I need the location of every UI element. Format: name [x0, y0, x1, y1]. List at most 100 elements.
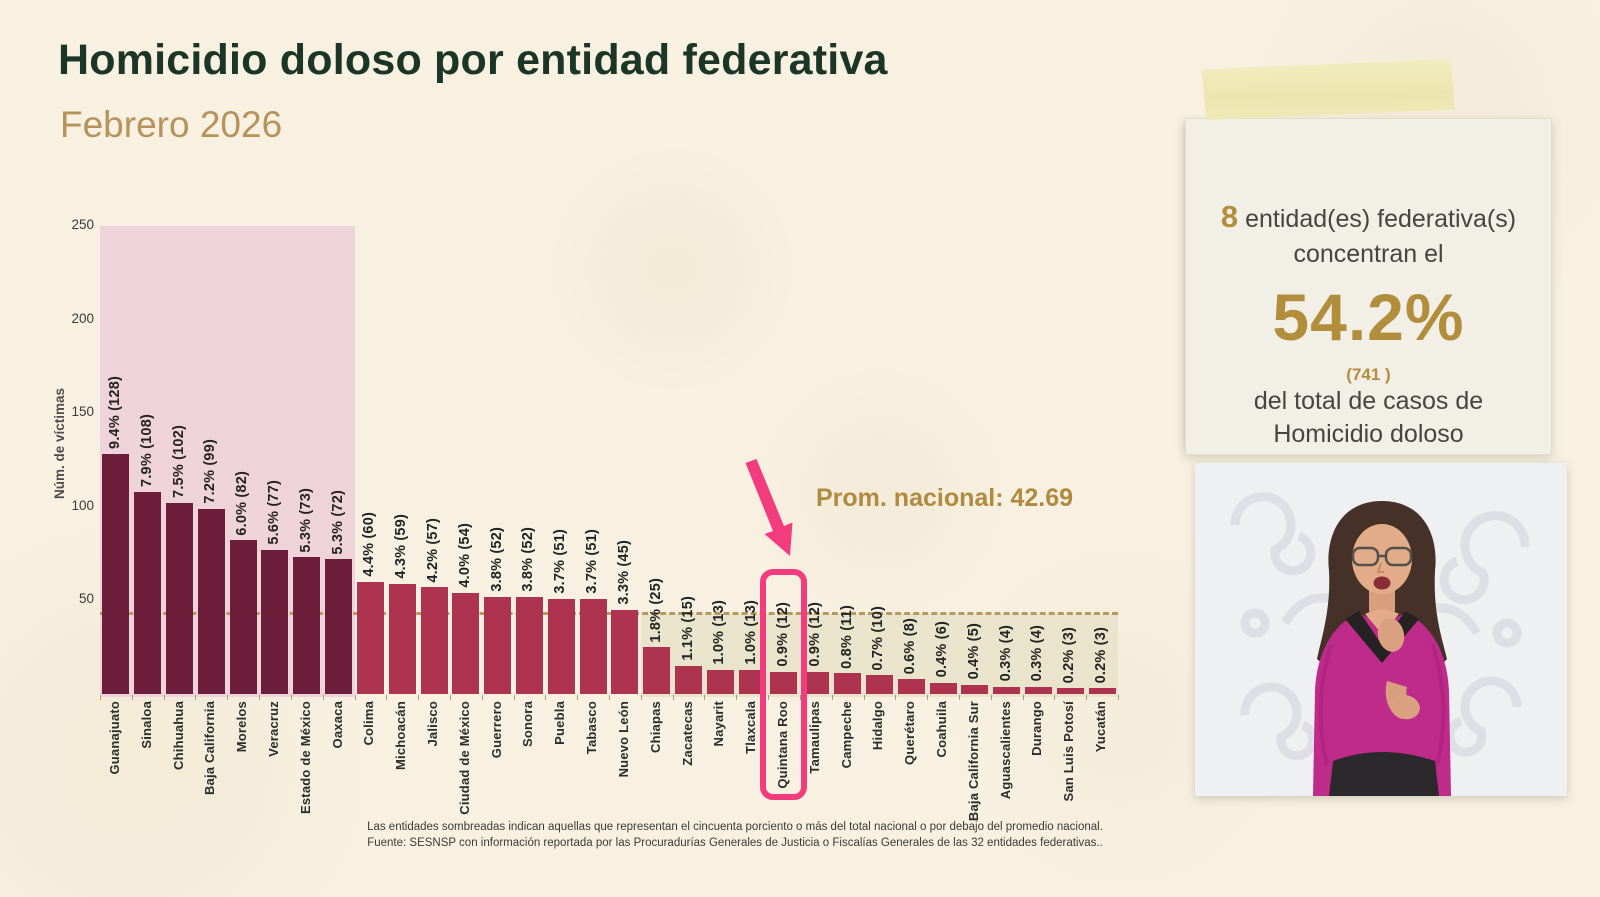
bar — [229, 540, 257, 694]
bar-value-label: 4.2% (57) — [425, 517, 442, 583]
bar — [929, 682, 957, 694]
axis-tick — [259, 695, 261, 700]
bar — [1024, 686, 1052, 694]
axis-tick — [227, 695, 229, 700]
bar — [325, 559, 353, 694]
bar — [834, 673, 862, 694]
bar-value-label: 0.8% (11) — [838, 604, 855, 669]
footnote-line2: Fuente: SESNSP con información reportada… — [367, 836, 1103, 849]
axis-tick — [895, 695, 897, 700]
bar-value-label: 7.5% (102) — [170, 425, 187, 499]
state-label: Zacatecas — [679, 701, 695, 766]
bar — [197, 508, 225, 694]
axis-tick — [704, 695, 706, 700]
note-card-cases: (741 ) — [1346, 364, 1391, 384]
axis-tick — [481, 695, 483, 700]
highlight-box-quintana-roo — [760, 568, 808, 800]
bar — [261, 549, 289, 694]
axis-tick — [640, 695, 642, 700]
axis-tick — [1118, 695, 1119, 700]
national-average-line — [100, 612, 1118, 616]
state-label: Guerrero — [488, 701, 504, 759]
state-label: Colima — [361, 701, 377, 746]
bar — [1056, 688, 1084, 694]
bar — [356, 581, 384, 694]
axis-tick — [577, 695, 579, 700]
bar-value-label: 4.4% (60) — [361, 512, 378, 577]
state-label: Yucatán — [1093, 701, 1109, 753]
state-label: Sinaloa — [138, 701, 154, 749]
bar — [770, 671, 798, 694]
bar — [420, 587, 448, 694]
axis-tick — [958, 695, 960, 700]
bar-value-label: 0.3% (4) — [997, 625, 1014, 682]
page-title: Homicidio doloso por entidad federativa — [58, 36, 888, 84]
bar — [452, 592, 480, 694]
footnote-line1: Las entidades sombreadas indican aquella… — [367, 821, 1103, 833]
state-label: Campeche — [838, 701, 854, 769]
bar — [611, 609, 639, 694]
axis-tick — [768, 695, 770, 700]
axis-tick — [736, 695, 738, 700]
y-axis-tick: 50 — [78, 591, 94, 607]
bar — [802, 671, 830, 694]
state-label: Morelos — [234, 701, 250, 753]
bar-value-label: 5.6% (77) — [265, 480, 282, 545]
y-axis-tick: 150 — [71, 404, 94, 420]
state-label: Estado de México — [297, 701, 313, 815]
bar-value-label: 1.8% (25) — [647, 577, 664, 643]
axis-tick — [1086, 695, 1088, 700]
state-label: Tamaulipas — [806, 701, 822, 774]
axis-tick — [100, 695, 101, 700]
bar-value-label: 0.2% (3) — [1093, 626, 1110, 684]
axis-tick — [609, 695, 610, 700]
state-label: Oaxaca — [329, 701, 345, 749]
y-axis-tick: 250 — [71, 217, 94, 232]
bar — [388, 583, 416, 694]
state-label: Sonora — [520, 701, 536, 747]
state-label: Coahuila — [934, 701, 950, 758]
state-label: Tabasco — [584, 701, 600, 755]
bar — [293, 557, 321, 694]
bar-value-label: 3.7% (51) — [552, 528, 569, 594]
axis-tick — [1054, 695, 1056, 700]
state-label: Chiapas — [647, 701, 663, 753]
state-label: Jalisco — [425, 701, 441, 747]
bar — [897, 679, 925, 694]
state-label: Baja California — [202, 701, 218, 796]
axis-tick — [1022, 695, 1024, 700]
y-axis-tick: 100 — [71, 497, 94, 513]
axis-tick — [322, 695, 324, 700]
sign-language-video — [1195, 463, 1567, 796]
bar — [134, 491, 162, 694]
highlight-arrow-icon — [745, 459, 793, 556]
bar — [166, 503, 194, 694]
bar-value-label: 7.9% (108) — [138, 413, 155, 487]
state-label: Tlaxcala — [743, 701, 759, 754]
bar-value-label: 3.8% (52) — [488, 526, 505, 592]
state-label: Aguascalientes — [997, 701, 1013, 800]
axis-tick — [927, 695, 929, 700]
state-label: Nayarit — [711, 701, 727, 747]
footnote: Las entidades sombreadas indican aquella… — [185, 820, 1285, 851]
axis-tick — [163, 695, 165, 700]
y-axis-tick: 200 — [71, 310, 94, 326]
bar-value-label: 5.3% (72) — [329, 489, 346, 555]
axis-tick — [831, 695, 833, 700]
interpreter-figure — [1313, 501, 1451, 796]
bar — [1088, 688, 1116, 694]
state-label: Baja California Sur — [965, 701, 981, 822]
bar-value-label: 0.9% (12) — [806, 601, 823, 667]
bar-value-label: 1.0% (13) — [711, 600, 728, 665]
state-label: Veracruz — [265, 701, 281, 757]
state-label: Hidalgo — [870, 701, 886, 751]
page-subtitle: Febrero 2026 — [60, 104, 283, 145]
bar-value-label: 1.0% (13) — [743, 600, 760, 665]
bar — [515, 596, 543, 694]
axis-tick — [449, 695, 451, 700]
bar-value-label: 3.7% (51) — [584, 528, 601, 594]
bar — [706, 669, 734, 694]
note-card-percent: 54.2% — [1272, 279, 1465, 354]
